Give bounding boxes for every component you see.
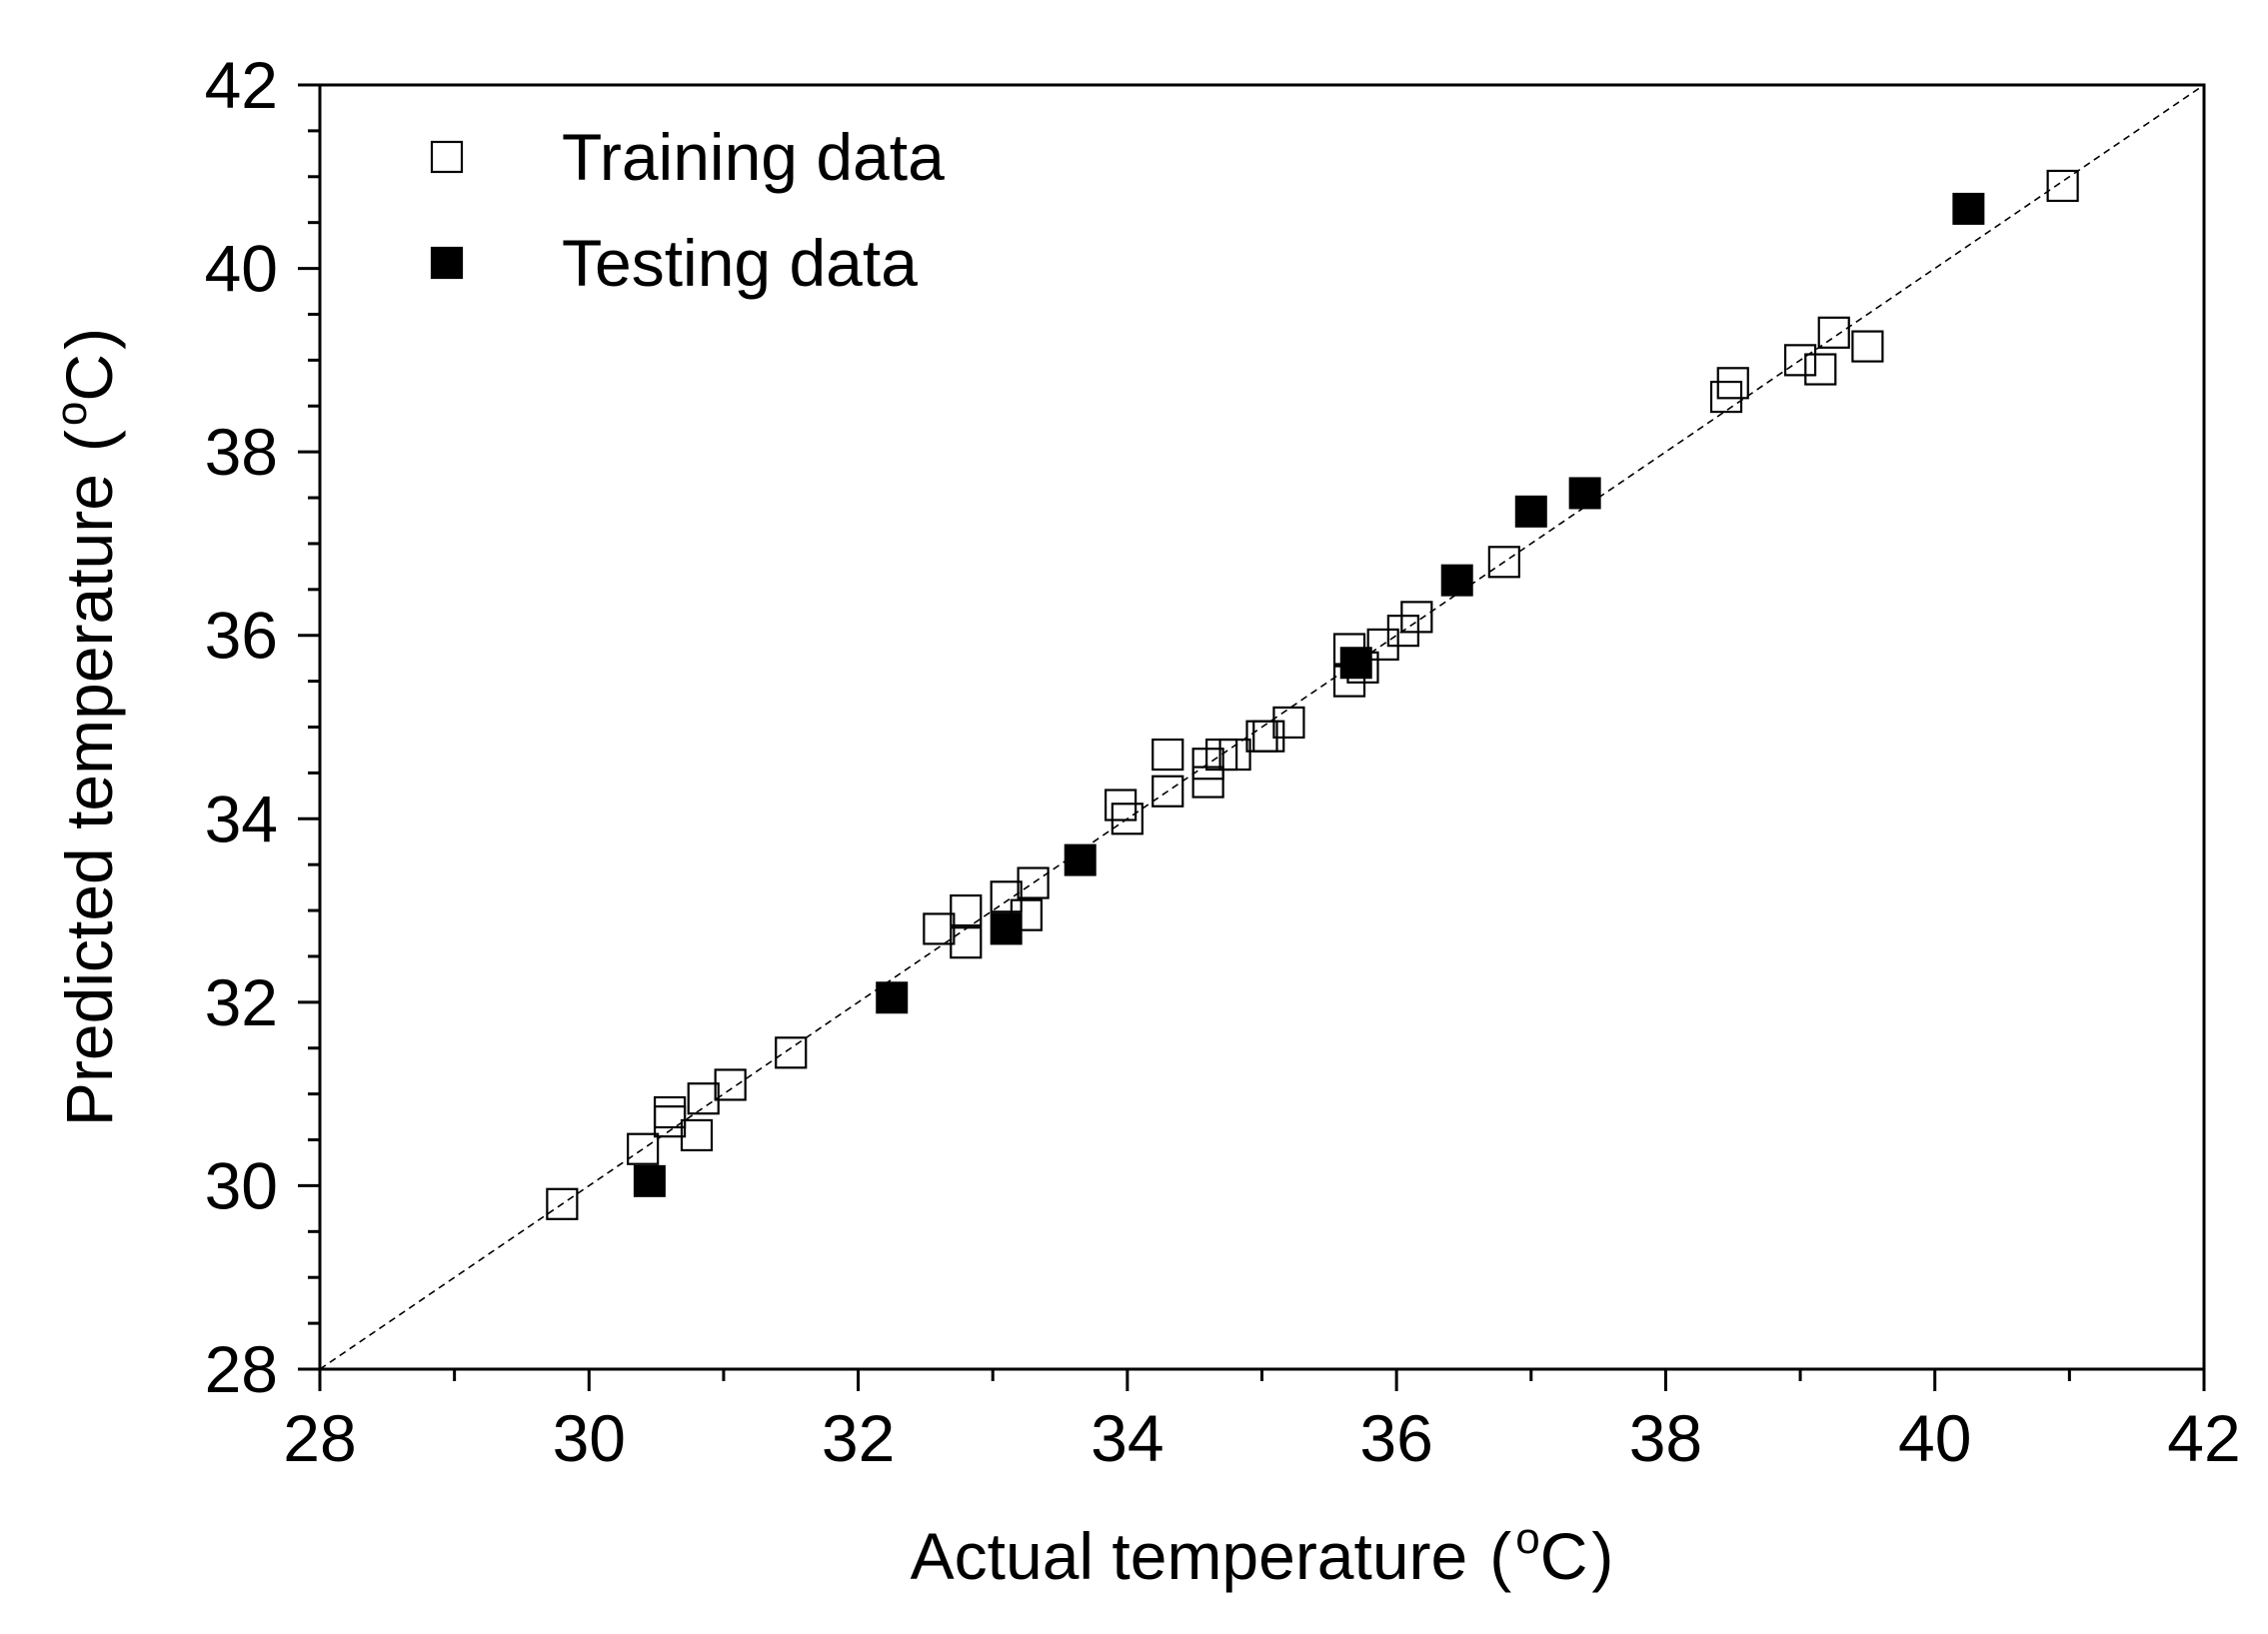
training-data-point: [950, 926, 983, 959]
training-data-point: [1218, 738, 1251, 772]
x-tick-label: 38: [1629, 1401, 1702, 1475]
y-tick-label: 34: [205, 782, 278, 855]
x-tick-label: 40: [1898, 1401, 1971, 1475]
training-data-point: [775, 1036, 808, 1069]
training-data-point: [1804, 353, 1837, 386]
training-data-point: [990, 880, 1023, 913]
testing-data-point: [1952, 192, 1985, 225]
training-data-point: [1817, 316, 1850, 349]
training-data-point: [653, 1105, 687, 1138]
y-tick-label: 32: [205, 965, 278, 1039]
training-data-point: [1716, 367, 1749, 400]
training-data-point: [923, 912, 956, 945]
training-data-point: [1272, 706, 1305, 740]
training-data-point: [1151, 775, 1184, 808]
testing-data-point: [876, 981, 909, 1014]
training-data-point: [627, 1132, 660, 1165]
testing-data-point: [1064, 843, 1097, 876]
x-tick-label: 30: [553, 1401, 626, 1475]
y-tick-label: 42: [205, 48, 278, 122]
training-data-point: [714, 1068, 747, 1101]
training-data-point: [1151, 738, 1184, 772]
training-data-point: [1205, 738, 1238, 772]
legend-label-training: Training data: [562, 120, 945, 194]
x-tick-label: 34: [1091, 1401, 1163, 1475]
training-data-point: [680, 1118, 714, 1152]
training-data-point: [1191, 766, 1224, 799]
training-data-point: [1252, 720, 1285, 753]
training-data-point: [1400, 601, 1433, 634]
training-data-point: [1386, 615, 1419, 648]
y-axis-title: Predicted temperature(oC): [47, 328, 126, 1126]
x-tick-label: 32: [822, 1401, 895, 1475]
testing-data-point: [1339, 647, 1372, 680]
x-tick-label: 28: [283, 1401, 356, 1475]
training-data-point: [1105, 789, 1137, 821]
training-data-point: [950, 893, 983, 927]
legend-marker-testing: [430, 246, 464, 280]
training-data-point: [1366, 628, 1399, 661]
x-tick-label: 36: [1359, 1401, 1432, 1475]
legend-marker-training: [430, 140, 464, 174]
testing-data-point: [990, 912, 1023, 945]
training-data-point: [1017, 866, 1050, 899]
testing-data-point: [1514, 495, 1547, 528]
training-data-point: [1783, 344, 1817, 377]
training-data-point: [1245, 720, 1278, 753]
testing-data-point: [1440, 564, 1473, 597]
training-data-point: [1851, 330, 1884, 363]
y-tick-label: 28: [205, 1332, 278, 1406]
reference-line: [319, 84, 2205, 1370]
y-tick-label: 36: [205, 599, 278, 673]
training-data-point: [687, 1082, 720, 1115]
y-tick-label: 30: [205, 1148, 278, 1222]
training-data-point: [546, 1187, 579, 1220]
training-data-point: [1709, 380, 1743, 414]
testing-data-point: [1568, 477, 1601, 510]
training-data-point: [2046, 169, 2079, 203]
training-data-point: [1111, 803, 1143, 835]
x-axis-title: Actual temperature (oC): [911, 1514, 1614, 1593]
y-tick-label: 40: [205, 232, 278, 306]
x-tick-label: 42: [2167, 1401, 2240, 1475]
training-data-point: [1191, 748, 1224, 781]
y-tick-label: 38: [205, 415, 278, 489]
testing-data-point: [633, 1164, 666, 1197]
legend-label-testing: Testing data: [562, 226, 918, 300]
training-data-point: [1487, 546, 1520, 579]
training-data-point: [653, 1095, 687, 1129]
